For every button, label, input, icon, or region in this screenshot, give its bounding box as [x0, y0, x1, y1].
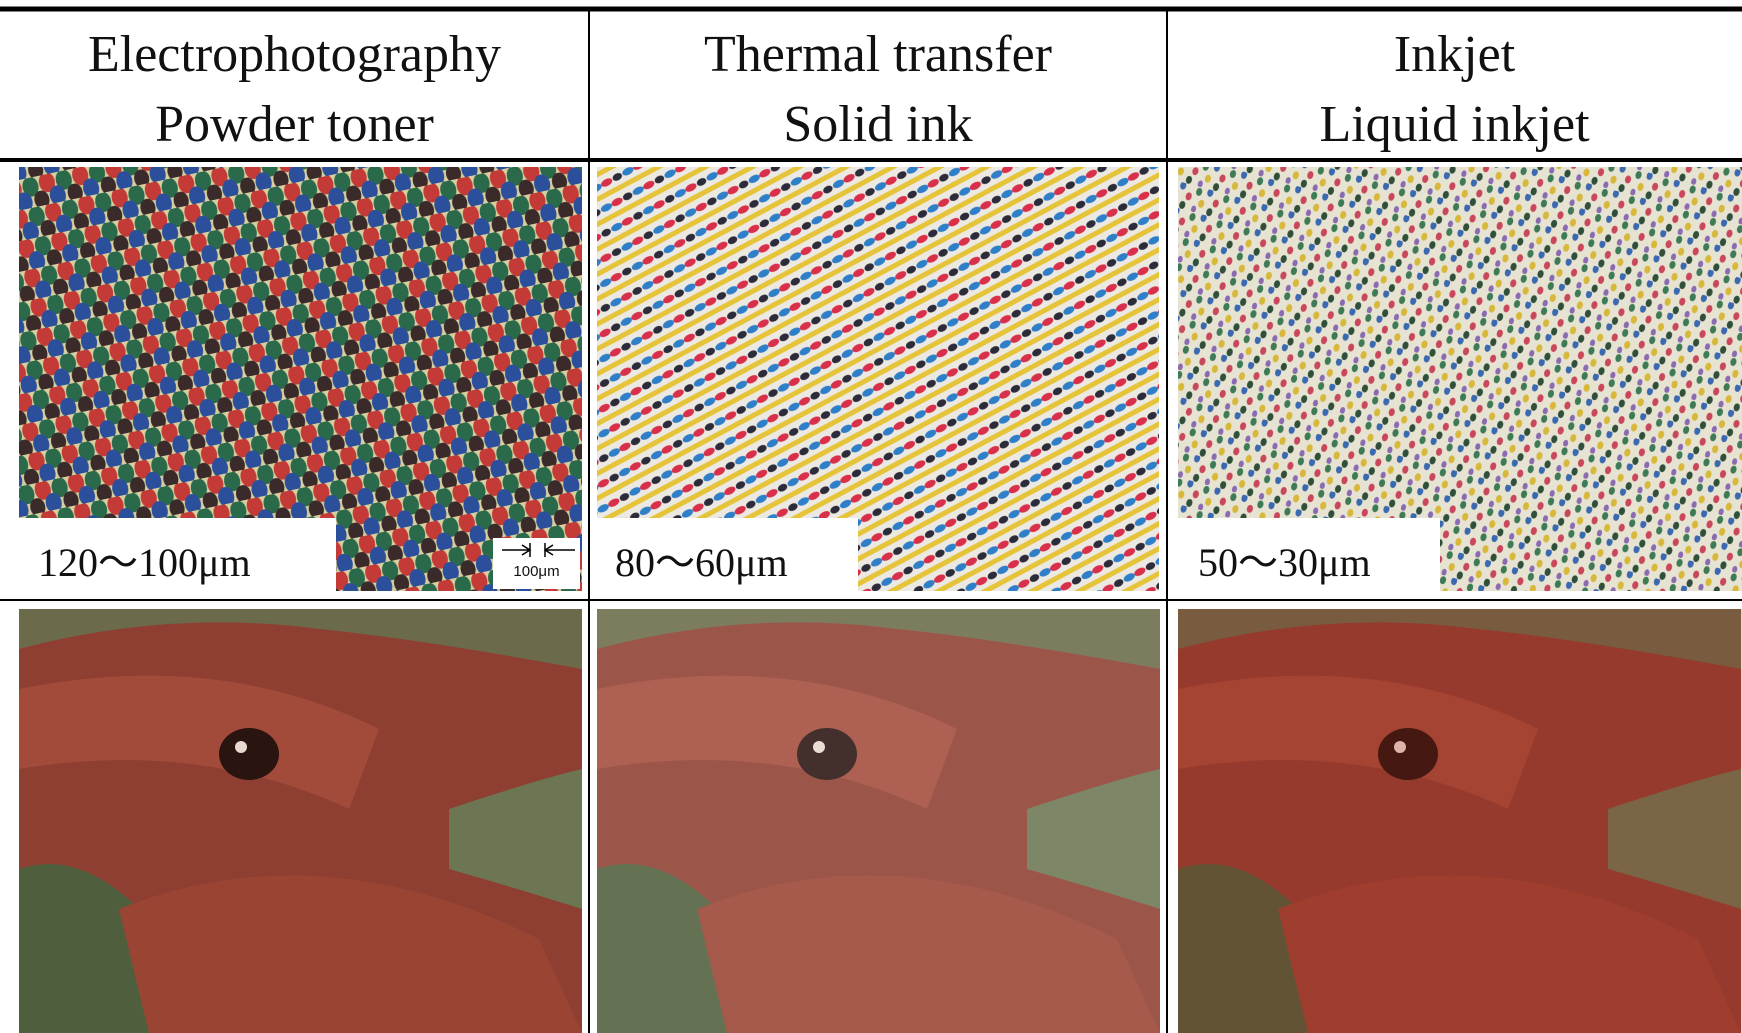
scale-label: 100μm	[493, 563, 580, 580]
dot-size-label: 80～60μm	[615, 530, 788, 588]
header-line: Solid ink	[589, 90, 1167, 160]
header-line: Liquid inkjet	[1167, 90, 1742, 160]
dot-size-label: 50～30μm	[1198, 530, 1371, 588]
print-sample	[597, 609, 1160, 1033]
figure: ElectrophotographyPowder toner Thermal t…	[0, 0, 1742, 1033]
header-line: Electrophotography	[0, 20, 589, 90]
print-tint	[1178, 609, 1742, 1033]
dot-size-label: 120～100μm	[38, 530, 251, 588]
print-sample	[19, 609, 582, 1033]
header-line: Powder toner	[0, 90, 589, 160]
header-line: Thermal transfer	[589, 20, 1167, 90]
header-line: Inkjet	[1167, 20, 1742, 90]
